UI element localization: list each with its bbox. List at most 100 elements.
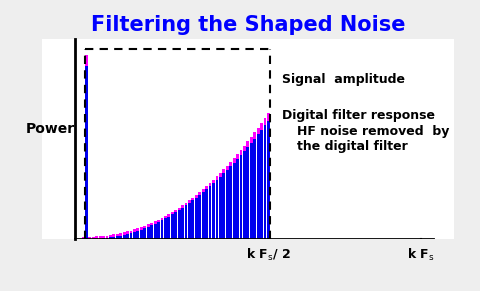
Bar [133, 230, 136, 232]
Bar [226, 166, 228, 239]
Bar [181, 205, 184, 239]
Bar [82, 237, 84, 239]
Text: HF noise removed  by
the digital filter: HF noise removed by the digital filter [297, 125, 450, 153]
Bar [160, 218, 163, 220]
Bar [222, 169, 225, 173]
Text: k F$_\mathsf{s}$/ 2: k F$_\mathsf{s}$/ 2 [246, 247, 291, 263]
Bar [188, 200, 191, 203]
Bar [240, 150, 242, 155]
Bar [246, 141, 249, 239]
Bar [264, 118, 266, 239]
Bar [154, 221, 156, 224]
Bar [123, 233, 126, 235]
Bar [250, 137, 253, 239]
Bar [212, 180, 215, 239]
Bar [130, 230, 132, 239]
Bar [136, 228, 139, 231]
Bar [178, 208, 180, 239]
Bar [130, 230, 132, 233]
Bar [82, 237, 84, 239]
Bar [157, 220, 160, 222]
Bar [236, 154, 239, 159]
Bar [205, 186, 208, 239]
Bar [174, 210, 177, 212]
Bar [140, 227, 143, 239]
Bar [253, 132, 256, 239]
Bar [260, 123, 263, 130]
Bar [150, 223, 153, 239]
Bar [198, 192, 201, 239]
Bar [202, 189, 204, 192]
Bar [267, 113, 270, 120]
Bar [168, 214, 170, 217]
Text: Signal  amplitude: Signal amplitude [282, 73, 405, 86]
Bar [164, 216, 167, 239]
Bar [171, 212, 174, 214]
Bar [243, 146, 246, 239]
Bar [106, 235, 108, 238]
Bar [209, 183, 212, 239]
Title: Filtering the Shaped Noise: Filtering the Shaped Noise [91, 15, 405, 35]
Bar [160, 218, 163, 239]
Bar [195, 195, 198, 239]
Bar [219, 173, 222, 239]
Bar [178, 208, 180, 210]
Bar [168, 214, 170, 239]
Bar [198, 192, 201, 195]
Bar [144, 226, 146, 239]
Bar [209, 183, 212, 186]
Bar [212, 180, 215, 183]
Bar [106, 235, 108, 239]
Bar [236, 154, 239, 239]
Bar [109, 235, 112, 239]
Text: Power: Power [25, 122, 74, 136]
Bar [243, 146, 246, 151]
Bar [202, 189, 204, 239]
Bar [147, 224, 150, 239]
Bar [185, 203, 188, 239]
Bar [195, 195, 198, 198]
Bar [102, 236, 105, 239]
Bar [120, 233, 122, 239]
Bar [229, 162, 232, 239]
Bar [116, 234, 119, 239]
Bar [164, 216, 167, 219]
Bar [120, 233, 122, 235]
Bar [92, 237, 95, 239]
Bar [267, 113, 270, 239]
Bar [85, 55, 88, 239]
Text: k F$_\mathsf{s}$: k F$_\mathsf{s}$ [407, 247, 435, 263]
Bar [95, 237, 98, 239]
Bar [226, 166, 228, 170]
Bar [88, 237, 91, 239]
Bar [92, 237, 95, 239]
Bar [246, 141, 249, 147]
Bar [205, 186, 208, 189]
Bar [112, 235, 115, 237]
Bar [216, 176, 218, 239]
Bar [250, 137, 253, 143]
Bar [253, 132, 256, 139]
Bar [192, 198, 194, 200]
Bar [264, 118, 266, 125]
Bar [126, 232, 129, 234]
Bar [219, 173, 222, 177]
Bar [133, 230, 136, 239]
Bar [222, 169, 225, 239]
Bar [88, 237, 91, 239]
Bar [85, 55, 88, 66]
Bar [154, 221, 156, 239]
Bar [233, 158, 236, 163]
Bar [144, 226, 146, 228]
Bar [99, 236, 102, 239]
Bar [116, 234, 119, 236]
Bar [147, 224, 150, 227]
Bar [136, 228, 139, 239]
Bar [99, 236, 102, 239]
Text: Digital filter response: Digital filter response [282, 109, 435, 122]
Bar [188, 200, 191, 239]
Bar [95, 237, 98, 239]
Bar [102, 236, 105, 238]
Bar [112, 235, 115, 239]
Bar [157, 220, 160, 239]
